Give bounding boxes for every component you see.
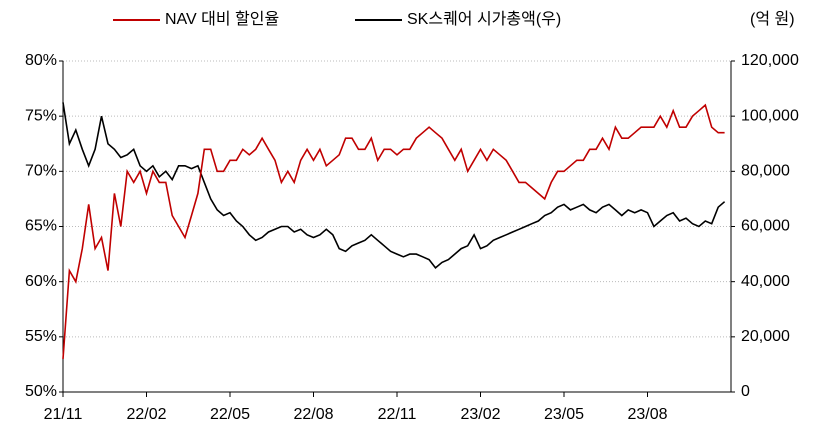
x-tick-label: 21/11 (44, 406, 83, 423)
y2-tick-label: 40,000 (741, 273, 790, 290)
y-tick-label: 55% (25, 328, 57, 345)
x-tick-label: 22/11 (378, 406, 417, 423)
legend-label: SK스퀘어 시가총액(우) (407, 10, 561, 28)
series-line (62, 102, 726, 270)
y-tick-label: 65% (25, 218, 57, 235)
x-tick-label: 22/02 (126, 406, 166, 423)
y2-axis-label: (억 원) (750, 10, 795, 28)
y-tick-label: 75% (25, 107, 57, 124)
x-tick-label: 23/05 (544, 406, 584, 423)
y-tick-label: 60% (25, 273, 57, 290)
x-tick-label: 22/05 (210, 406, 250, 423)
x-tick-label: 22/08 (293, 406, 333, 423)
y-tick-label: 70% (25, 163, 57, 180)
y-tick-label: 50% (25, 383, 57, 400)
y2-tick-label: 100,000 (741, 107, 799, 124)
x-tick-label: 23/02 (460, 406, 500, 423)
y2-tick-label: 80,000 (741, 163, 790, 180)
y2-tick-label: 120,000 (741, 52, 799, 69)
legend-label: NAV 대비 할인율 (165, 10, 279, 28)
y-tick-label: 80% (25, 52, 57, 69)
y2-tick-label: 60,000 (741, 218, 790, 235)
y2-tick-label: 0 (741, 383, 750, 400)
series-line (62, 103, 725, 359)
x-tick-label: 23/08 (627, 406, 667, 423)
y2-tick-label: 20,000 (741, 328, 790, 345)
